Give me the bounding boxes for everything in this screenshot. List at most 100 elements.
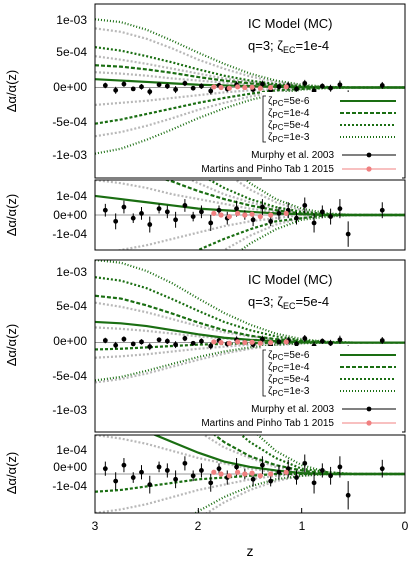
murphy-point xyxy=(164,338,170,344)
murphy-point xyxy=(113,478,119,484)
panel-b-main-frame xyxy=(94,259,406,433)
murphy-point xyxy=(208,88,214,94)
martins-pinho-point xyxy=(268,84,274,91)
green-curve-zeta-pc xyxy=(239,213,405,250)
murphy-point xyxy=(234,464,239,470)
murphy-point xyxy=(139,469,144,475)
murphy-point xyxy=(276,84,282,90)
murphy-point xyxy=(379,207,385,213)
murphy-point xyxy=(208,220,214,226)
martins-pinho-point xyxy=(218,212,224,218)
murphy-point xyxy=(260,336,265,342)
murphy-point xyxy=(139,339,144,345)
murphy-point xyxy=(156,206,162,212)
murphy-point xyxy=(328,214,333,219)
martins-pinho-point xyxy=(218,471,224,477)
gray-curve xyxy=(233,180,405,217)
xtick-label: 0 xyxy=(402,519,409,533)
martins-pinho-point xyxy=(211,210,217,217)
panel-b-main-curves xyxy=(95,260,405,384)
panel-a-ytick-label: 5e-04 xyxy=(56,45,87,59)
murphy-point xyxy=(182,80,188,86)
panel-b-main-yticks: 1e-03 5e-04 0e+00 -5e-04 -1e-03 xyxy=(52,265,87,417)
murphy-point xyxy=(121,81,127,87)
gray-curve xyxy=(95,435,405,476)
murphy-point xyxy=(208,343,214,349)
panel-b-q: q=3; xyxy=(248,294,274,309)
legend-martins-pinho-label: Martins and Pinho Tab 1 2015 xyxy=(201,418,334,429)
panel-b-ytick-label: 5e-04 xyxy=(56,299,87,313)
xtick-label: 3 xyxy=(92,519,99,533)
murphy-point xyxy=(319,83,325,89)
murphy-point xyxy=(199,338,204,344)
murphy-point xyxy=(182,203,188,208)
green-curve-zeta-pc xyxy=(95,18,405,89)
murphy-point xyxy=(156,82,162,88)
panel-b-zoom-ylabel: Δα/α(z) xyxy=(4,452,19,495)
legend-bracket xyxy=(262,349,266,397)
green-curve-zeta-pc xyxy=(239,435,405,476)
x-axis: 3 2 1 0 z xyxy=(92,519,409,559)
murphy-point xyxy=(199,468,204,473)
panel-a-main-curves xyxy=(95,18,405,155)
murphy-point xyxy=(147,344,153,350)
murphy-point xyxy=(319,468,325,473)
panel-b-title: IC Model (MC) xyxy=(248,272,333,287)
murphy-point xyxy=(130,86,136,92)
panel-a-zoom-ytick-label: 0e+00 xyxy=(53,208,87,222)
legend-zeta-label: ζPC=1e-4 xyxy=(268,362,310,374)
martins-pinho-point xyxy=(235,84,241,90)
martins-pinho-point xyxy=(226,340,232,346)
murphy-point xyxy=(379,466,385,472)
murphy-point xyxy=(190,85,196,91)
murphy-point xyxy=(156,464,162,470)
murphy-point xyxy=(147,482,153,488)
murphy-point xyxy=(337,337,343,343)
legend-martins-pinho-label: Martins and Pinho Tab 1 2015 xyxy=(201,164,334,175)
murphy-point xyxy=(337,206,343,212)
murphy-point xyxy=(199,209,204,215)
martins-pinho-point xyxy=(283,469,289,475)
murphy-point xyxy=(260,81,265,87)
murphy-point xyxy=(260,462,265,468)
martins-pinho-point xyxy=(218,84,224,91)
panel-b-ytick-label: -1e-03 xyxy=(52,403,87,417)
gray-curve xyxy=(188,180,405,217)
legend-zeta-label: ζPC=5e-4 xyxy=(268,374,310,386)
panel-a-main-ylabel: Δα/α(z) xyxy=(4,70,19,113)
panel-b-params: q=3; ζEC=5e-4 xyxy=(248,294,329,311)
panel-a-main: 1e-03 5e-04 0e+00 -5e-04 -1e-03 Δα/α(z) … xyxy=(4,3,406,188)
panel-a-main-frame xyxy=(94,3,406,179)
murphy-point xyxy=(139,211,144,216)
green-curve-zeta-pc xyxy=(95,276,405,344)
murphy-point xyxy=(173,476,179,482)
green-curve-zeta-pc xyxy=(193,472,405,513)
panel-b-zeta-value: =5e-4 xyxy=(296,294,330,309)
murphy-point xyxy=(130,475,136,480)
murphy-point xyxy=(276,211,282,216)
murphy-point xyxy=(302,460,308,466)
murphy-point xyxy=(260,204,265,210)
murphy-point xyxy=(379,338,385,343)
murphy-point xyxy=(234,206,239,212)
murphy-point xyxy=(113,87,119,93)
panel-a-zoom: 1e-04 0e+00 -1e-04 Δα/α(z) xyxy=(4,179,406,251)
murphy-point xyxy=(173,342,179,348)
martins-pinho-point xyxy=(235,469,241,475)
legend-zeta-label: ζPC=5e-6 xyxy=(268,96,310,108)
legend-murphy-label: Murphy et al. 2003 xyxy=(251,404,334,415)
x-axis-label: z xyxy=(247,543,254,559)
panel-b-zoom: 1e-04 0e+00 -1e-04 Δα/α(z) xyxy=(4,434,406,514)
murphy-point xyxy=(139,84,144,90)
murphy-point xyxy=(302,80,308,86)
martins-pinho-point xyxy=(283,339,289,345)
panel-b-zoom-ytick-label: 1e-04 xyxy=(56,443,87,457)
martins-pinho-point xyxy=(211,84,217,90)
panel-a-zoom-frame xyxy=(94,179,406,251)
panel-a-ytick-label: -1e-03 xyxy=(52,148,87,162)
martins-pinho-point xyxy=(249,470,255,476)
murphy-point xyxy=(345,231,351,237)
panel-a-zoom-curves xyxy=(95,180,405,250)
